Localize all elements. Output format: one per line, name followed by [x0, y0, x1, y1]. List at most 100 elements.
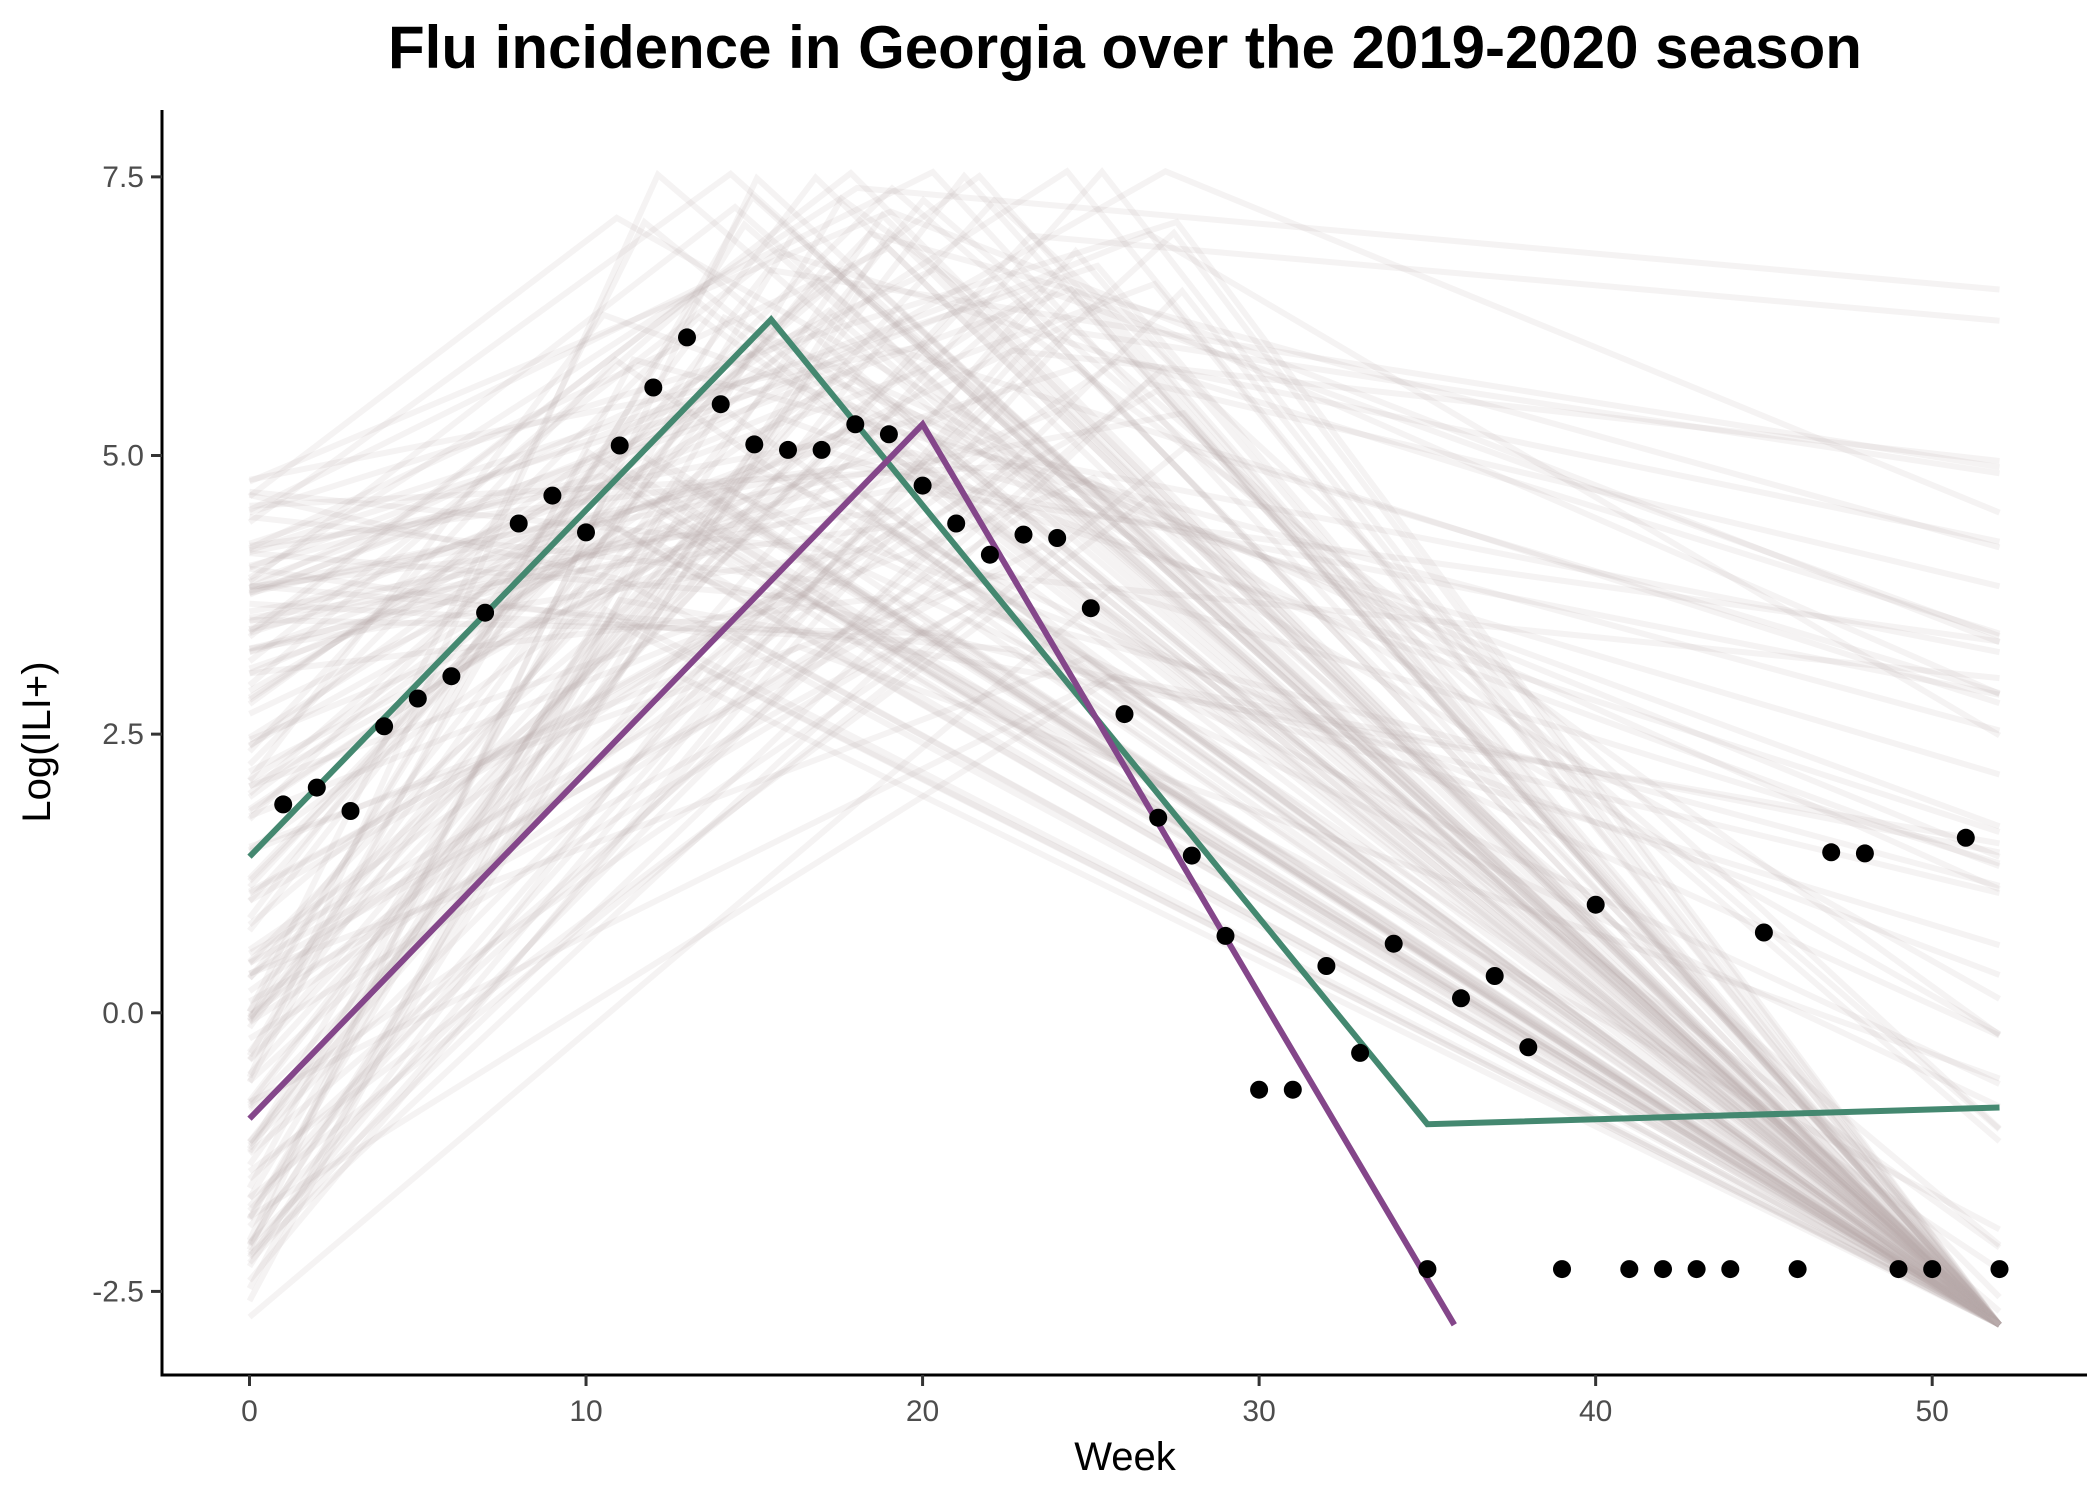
data-point [274, 795, 293, 814]
background-trajectory [247, 364, 2002, 1327]
background-trajectory [247, 196, 2002, 1131]
background-trajectory [247, 300, 2002, 1327]
data-point [879, 425, 898, 444]
background-trajectory [249, 616, 2002, 1328]
background-trajectory [248, 377, 2002, 1328]
data-point [745, 435, 764, 454]
y-tick-label: 0.0 [102, 997, 144, 1030]
background-trajectory [248, 480, 2002, 1328]
data-point [509, 514, 528, 533]
background-trajectory [248, 281, 2002, 1327]
background-trajectory [248, 280, 2002, 1327]
background-trajectory [248, 542, 2002, 1328]
data-point [375, 717, 394, 736]
background-trajectory [249, 488, 2001, 1110]
background-trajectory [248, 363, 2002, 1300]
background-trajectory [246, 596, 2001, 1221]
background-trajectory [247, 230, 2001, 881]
background-trajectory [248, 230, 2002, 738]
background-trajectory [246, 217, 2002, 1328]
background-trajectory [247, 248, 2001, 664]
background-trajectory [249, 600, 2002, 1328]
data-point [1990, 1260, 2009, 1279]
background-trajectory [247, 173, 2002, 1327]
data-point [779, 440, 797, 459]
x-tick-label: 30 [1242, 1395, 1275, 1428]
data-point [1620, 1260, 1639, 1279]
observed-points [274, 328, 2009, 1279]
background-trajectory [248, 264, 2002, 1327]
background-trajectory [247, 262, 2002, 1328]
data-point [476, 603, 495, 622]
data-point [442, 667, 461, 686]
background-trajectory [248, 449, 2001, 778]
data-point [1923, 1260, 1942, 1279]
background-trajectory [248, 482, 2002, 1328]
x-tick-label: 40 [1579, 1395, 1612, 1428]
background-trajectory [246, 229, 2002, 1328]
background-trajectory [247, 288, 2001, 1213]
background-trajectory [246, 169, 2002, 1328]
data-point [644, 378, 663, 397]
background-trajectory [248, 343, 2002, 1328]
data-point [408, 689, 427, 708]
data-point [1250, 1080, 1269, 1099]
background-trajectory [247, 294, 2002, 1328]
background-trajectory [246, 617, 2001, 1328]
data-point [1115, 705, 1134, 724]
y-tick-label: 5.0 [102, 440, 144, 473]
background-trajectory [247, 469, 2002, 1328]
data-point [1317, 957, 1336, 975]
data-point [1553, 1260, 1571, 1279]
y-tick-label: 2.5 [102, 718, 144, 751]
background-trajectory [247, 524, 2001, 1328]
background-trajectory [248, 218, 2002, 1327]
data-point [947, 514, 966, 533]
background-trajectory [247, 285, 2002, 1328]
data-point [1754, 923, 1773, 942]
data-point [1149, 808, 1168, 827]
data-point [1384, 934, 1403, 953]
background-trajectory [247, 284, 2001, 812]
background-trajectory [247, 567, 2001, 1106]
background-trajectory [246, 605, 2001, 1328]
background-trajectory [248, 492, 2001, 1328]
data-point [913, 476, 932, 495]
background-trajectory [248, 442, 2001, 835]
background-trajectory [249, 520, 2002, 1328]
background-trajectory [247, 232, 2000, 1063]
background-trajectory [247, 286, 2002, 1327]
data-point [1216, 926, 1235, 945]
background-trajectory [246, 282, 2002, 1328]
data-point [1721, 1260, 1740, 1279]
data-point [1956, 828, 1975, 847]
background-trajectory [247, 312, 2002, 1251]
background-trajectory [247, 301, 2002, 1327]
background-trajectory [247, 277, 2002, 1327]
background-trajectory [246, 194, 2002, 1220]
background-trajectory [247, 172, 2002, 1327]
background-trajectory [248, 528, 2002, 1273]
background-trajectory [248, 480, 2002, 1328]
background-trajectory [247, 184, 2000, 581]
background-trajectory [248, 390, 2002, 1328]
y-tick-label: -2.5 [92, 1275, 144, 1308]
background-trajectory [246, 448, 2002, 1328]
background-trajectory [249, 545, 2001, 978]
background-trajectory [248, 404, 2002, 1327]
background-trajectory [246, 519, 2002, 1328]
background-trajectory [247, 528, 2002, 1328]
data-point [1283, 1080, 1302, 1099]
background-trajectory [247, 379, 2001, 1246]
background-trajectory [249, 550, 2002, 1328]
background-trajectory [248, 474, 2002, 1327]
data-point [980, 545, 999, 564]
background-trajectory [248, 168, 2002, 1327]
data-point [1452, 989, 1470, 1008]
background-trajectory [247, 195, 2002, 1132]
x-tick-label: 0 [241, 1395, 258, 1428]
data-point [1182, 846, 1201, 865]
chart-title: Flu incidence in Georgia over the 2019-2… [388, 14, 1862, 81]
y-axis-title: Log(ILI+) [15, 661, 59, 822]
